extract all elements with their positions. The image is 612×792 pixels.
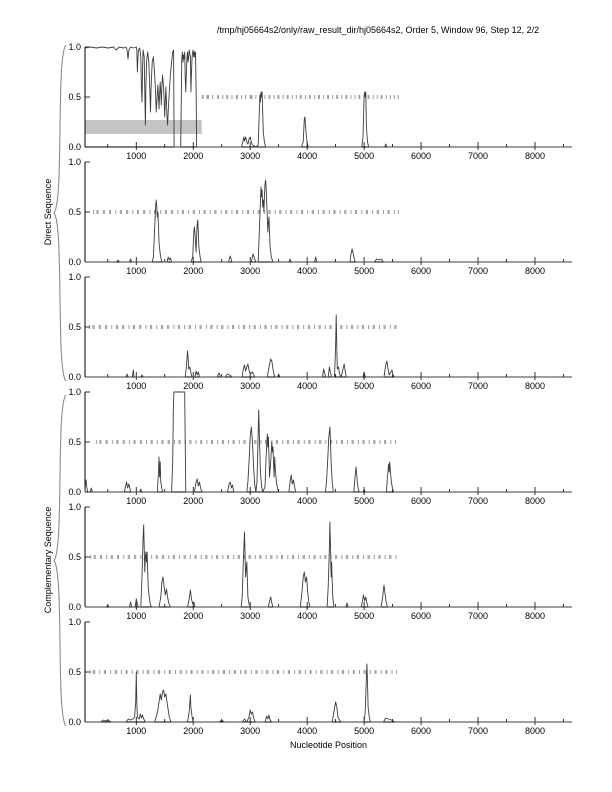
x-tick-label: 6000 bbox=[411, 611, 431, 621]
x-tick-label: 2000 bbox=[183, 381, 203, 391]
x-tick-label: 5000 bbox=[354, 151, 374, 161]
y-tick-label: 0.0 bbox=[68, 142, 81, 152]
x-tick-label: 1000 bbox=[126, 496, 146, 506]
x-tick-label: 1000 bbox=[126, 726, 146, 736]
window-marks bbox=[93, 210, 399, 214]
x-tick-label: 7000 bbox=[468, 381, 488, 391]
x-tick-label: 7000 bbox=[468, 611, 488, 621]
complementary-sequence-brace bbox=[53, 394, 67, 727]
x-tick-label: 5000 bbox=[354, 381, 374, 391]
x-tick-label: 8000 bbox=[525, 496, 545, 506]
signal-curve bbox=[85, 521, 572, 608]
x-tick-label: 3000 bbox=[240, 266, 260, 276]
window-marks bbox=[90, 670, 398, 674]
x-tick-label: 6000 bbox=[411, 726, 431, 736]
x-tick-label: 6000 bbox=[411, 266, 431, 276]
y-tick-label: 0.0 bbox=[68, 717, 81, 727]
x-tick-label: 8000 bbox=[525, 151, 545, 161]
panel-direct-frame-3: 1000 2000 3000 4000 5000 6000 7000 8000 0.0 0.5 1.… bbox=[68, 272, 572, 391]
direct-sequence-brace bbox=[53, 44, 67, 382]
x-tick-label: 2000 bbox=[183, 266, 203, 276]
panel-complementary-frame-2: 1000 2000 3000 4000 5000 6000 7000 8000 0.0 0.5 1.… bbox=[68, 502, 572, 621]
y-tick-label: 1.0 bbox=[68, 387, 81, 397]
x-tick-label: 7000 bbox=[468, 496, 488, 506]
y-tick-label: 1.0 bbox=[68, 272, 81, 282]
y-tick-label: 0.5 bbox=[68, 437, 81, 447]
x-tick-label: 1000 bbox=[126, 381, 146, 391]
y-tick-label: 0.5 bbox=[68, 667, 81, 677]
x-tick-label: 3000 bbox=[240, 151, 260, 161]
x-tick-label: 7000 bbox=[468, 266, 488, 276]
signal-curve bbox=[85, 314, 572, 378]
x-tick-label: 5000 bbox=[354, 611, 374, 621]
x-tick-label: 1000 bbox=[126, 266, 146, 276]
y-tick-label: 0.5 bbox=[68, 322, 81, 332]
x-tick-label: 6000 bbox=[411, 496, 431, 506]
x-tick-label: 2000 bbox=[183, 151, 203, 161]
x-tick-label: 8000 bbox=[525, 266, 545, 276]
x-tick-label: 7000 bbox=[468, 151, 488, 161]
x-tick-label: 2000 bbox=[183, 496, 203, 506]
x-tick-label: 1000 bbox=[126, 611, 146, 621]
x-tick-label: 2000 bbox=[183, 611, 203, 621]
x-tick-label: 8000 bbox=[525, 381, 545, 391]
window-marks bbox=[89, 325, 397, 329]
window-marks bbox=[95, 440, 396, 444]
x-tick-label: 3000 bbox=[240, 611, 260, 621]
x-tick-label: 4000 bbox=[297, 611, 317, 621]
y-tick-label: 1.0 bbox=[68, 157, 81, 167]
x-tick-label: 8000 bbox=[525, 726, 545, 736]
x-tick-label: 5000 bbox=[354, 496, 374, 506]
y-tick-label: 0.0 bbox=[68, 257, 81, 267]
x-tick-label: 2000 bbox=[183, 726, 203, 736]
y-tick-label: 0.0 bbox=[68, 602, 81, 612]
y-tick-label: 1.0 bbox=[68, 502, 81, 512]
y-tick-label: 0.5 bbox=[68, 552, 81, 562]
x-tick-label: 7000 bbox=[468, 726, 488, 736]
signal-curve bbox=[85, 179, 572, 263]
x-tick-label: 4000 bbox=[297, 151, 317, 161]
y-tick-label: 0.0 bbox=[68, 487, 81, 497]
panel-complementary-frame-3: 1000 2000 3000 4000 5000 6000 7000 8000 0.0 0.5 1.… bbox=[68, 617, 572, 736]
panel-direct-frame-1: 1000 2000 3000 4000 5000 6000 7000 8000 0.0 0.5 1.… bbox=[68, 42, 572, 161]
window-marks bbox=[201, 95, 399, 99]
x-tick-label: 4000 bbox=[297, 381, 317, 391]
x-tick-label: 8000 bbox=[525, 611, 545, 621]
signal-curve bbox=[84, 46, 572, 148]
signal-curve bbox=[85, 663, 572, 723]
panel-complementary-frame-1: 1000 2000 3000 4000 5000 6000 7000 8000 0.0 0.5 1.… bbox=[68, 387, 572, 506]
x-tick-label: 1000 bbox=[126, 151, 146, 161]
signal-curve bbox=[84, 391, 572, 493]
x-tick-label: 3000 bbox=[240, 726, 260, 736]
figure-title: /tmp/hj05664s2/only/raw_result_dir/hj056… bbox=[216, 25, 540, 35]
highlight-region bbox=[85, 120, 202, 134]
x-tick-label: 5000 bbox=[354, 726, 374, 736]
x-tick-label: 4000 bbox=[297, 266, 317, 276]
x-tick-label: 3000 bbox=[240, 496, 260, 506]
x-tick-label: 6000 bbox=[411, 151, 431, 161]
x-tick-label: 4000 bbox=[297, 496, 317, 506]
panel-direct-frame-2: 1000 2000 3000 4000 5000 6000 7000 8000 0.0 0.5 1.… bbox=[68, 157, 572, 276]
x-tick-label: 4000 bbox=[297, 726, 317, 736]
x-tick-label: 3000 bbox=[240, 381, 260, 391]
y-tick-label: 0.5 bbox=[68, 92, 81, 102]
x-tick-label: 5000 bbox=[354, 266, 374, 276]
x-axis-label: Nucleotide Position bbox=[289, 740, 368, 750]
y-tick-label: 1.0 bbox=[68, 617, 81, 627]
y-tick-label: 0.0 bbox=[68, 372, 81, 382]
x-tick-label: 6000 bbox=[411, 381, 431, 391]
y-tick-label: 0.5 bbox=[68, 207, 81, 217]
y-tick-label: 1.0 bbox=[68, 42, 81, 52]
